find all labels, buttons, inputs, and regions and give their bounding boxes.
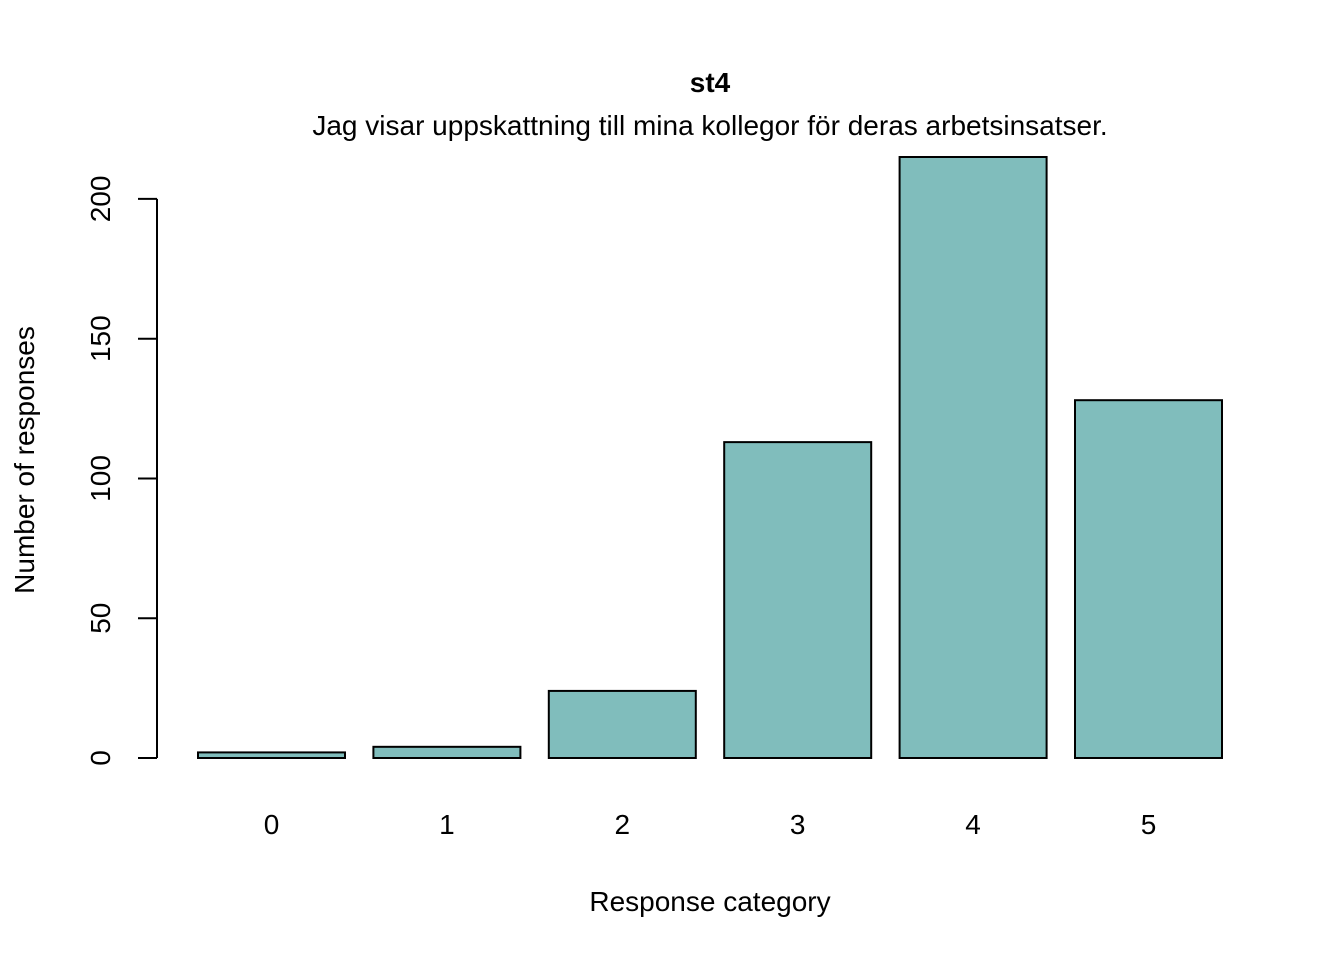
y-tick-label: 0 [85,750,116,766]
x-tick-labels: 0 1 2 3 4 5 [264,809,1157,840]
bar-0 [197,751,346,759]
chart-title: st4 [690,67,731,98]
chart-subtitle: Jag visar uppskattning till mina kollego… [312,110,1107,141]
x-tick-label: 4 [965,809,981,840]
bar-3 [723,441,873,759]
y-tick-label: 150 [85,315,116,362]
x-tick-label: 2 [615,809,631,840]
y-tick-label: 200 [85,176,116,223]
x-tick-label: 5 [1141,809,1157,840]
y-tick-label: 50 [85,603,116,634]
bar-5 [1074,399,1223,759]
bar-1 [372,745,522,759]
y-tick-label: 100 [85,455,116,502]
x-tick-label: 1 [439,809,455,840]
bar-4 [898,156,1048,759]
y-axis: 0 50 100 150 200 [85,176,158,766]
x-tick-label: 0 [264,809,280,840]
y-axis-label: Number of responses [9,326,40,594]
bar-2 [547,689,697,759]
x-tick-label: 3 [790,809,806,840]
x-axis-label: Response category [589,886,830,917]
bars [197,156,1223,759]
